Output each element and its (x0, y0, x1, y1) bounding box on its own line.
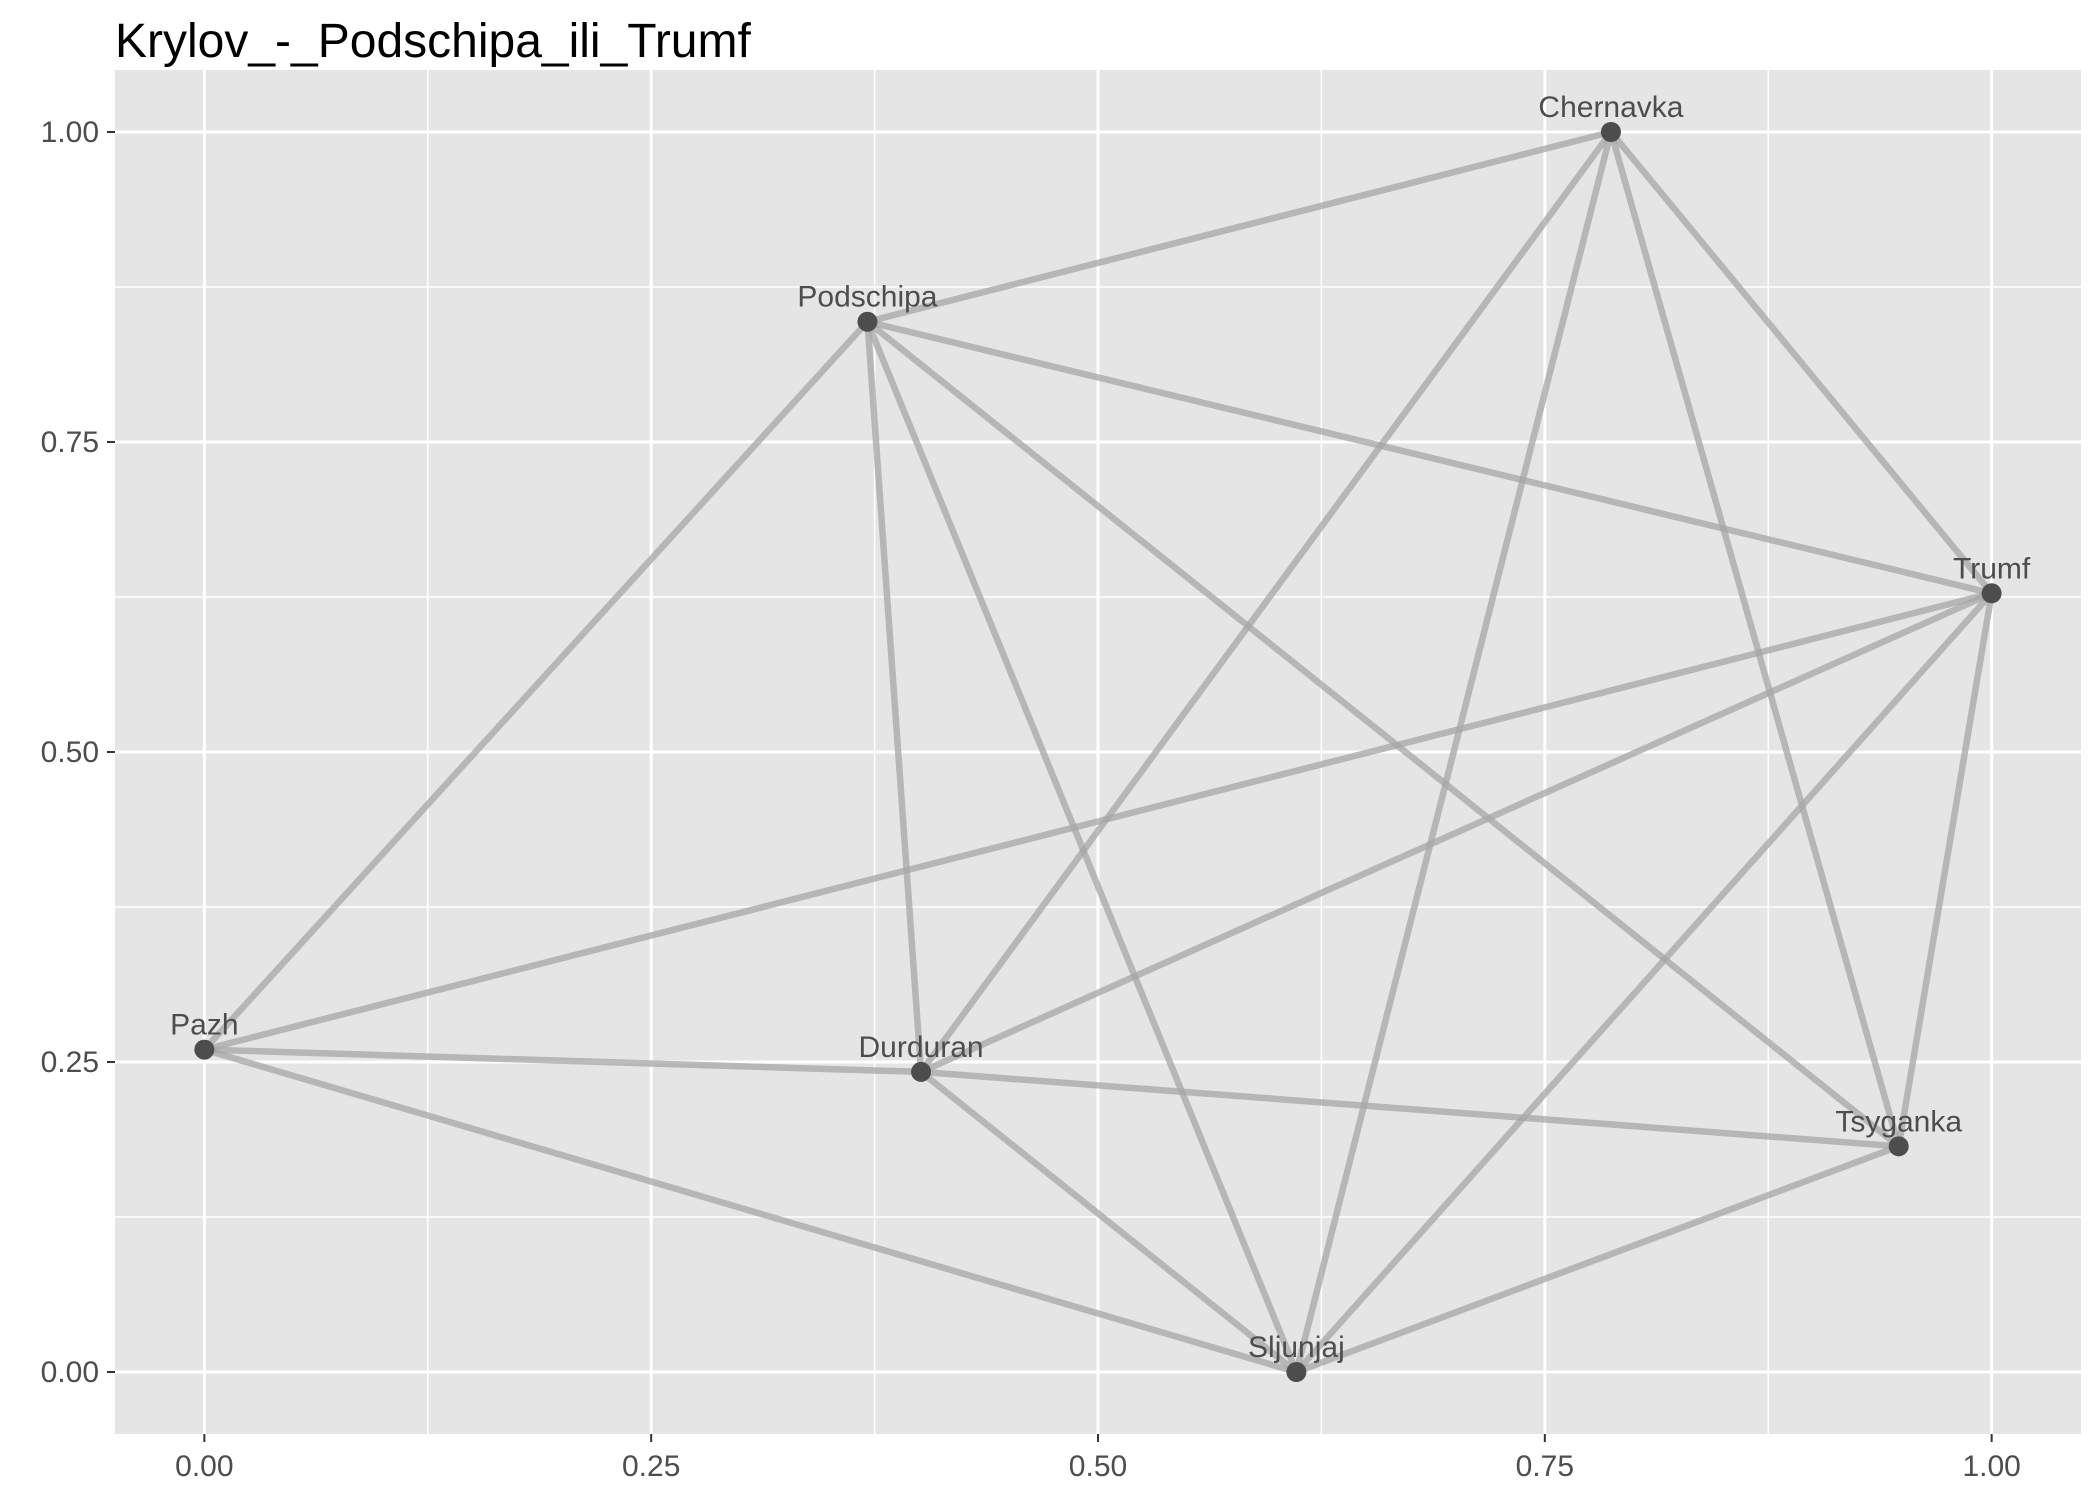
y-axis: 0.00 0.25 0.50 0.75 1.00 (41, 116, 115, 1389)
nodes-layer (194, 122, 2002, 1382)
edge-trumf-tsyganka (1895, 590, 1995, 1150)
edge-durduran-tsyganka (917, 1068, 1902, 1150)
edge-sljunjaj-tsyganka (1293, 1143, 1902, 1376)
x-tick-label: 1.00 (1962, 1450, 2020, 1483)
node-sljunjaj (1286, 1362, 1307, 1382)
x-tick-label: 0.75 (1516, 1450, 1574, 1483)
edges-layer (201, 128, 1995, 1376)
node-label-chernavka: Chernavka (1538, 91, 1683, 124)
edge-chernavka-sljunjaj (1293, 128, 1615, 1376)
node-label-trumf: Trumf (1953, 552, 2031, 585)
edge-trumf-pazh (201, 590, 1995, 1053)
major-grid (115, 70, 2081, 1434)
edge-trumf-sljunjaj (1293, 590, 1995, 1376)
y-tick-label: 0.50 (41, 736, 99, 769)
edge-podschipa-trumf (864, 318, 1995, 597)
edge-podschipa-pazh (201, 318, 871, 1053)
edge-chernavka-trumf (1607, 128, 1995, 597)
edge-podschipa-chernavka (864, 128, 1615, 325)
node-label-tsyganka: Tsyganka (1835, 1105, 1962, 1138)
edge-podschipa-tsyganka (864, 318, 1902, 1150)
node-durduran (911, 1061, 932, 1082)
node-label-sljunjaj: Sljunjaj (1248, 1331, 1345, 1364)
node-trumf (1981, 583, 2002, 604)
y-tick-label: 1.00 (41, 116, 99, 149)
edge-chernavka-tsyganka (1607, 128, 1902, 1150)
node-chernavka (1600, 122, 1621, 142)
y-tick-label: 0.75 (41, 426, 99, 459)
node-label-pazh: Pazh (170, 1009, 238, 1042)
edge-trumf-durduran (917, 590, 1995, 1076)
node-podschipa (857, 311, 878, 332)
node-label-durduran: Durduran (859, 1031, 984, 1064)
x-tick-label: 0.25 (622, 1450, 680, 1483)
edge-pazh-durduran (201, 1046, 925, 1076)
chart-title: Krylov_-_Podschipa_ili_Trumf (115, 15, 751, 68)
x-axis: 0.00 0.25 0.50 0.75 1.00 (175, 1434, 2021, 1483)
edge-podschipa-sljunjaj (864, 318, 1300, 1376)
node-label-podschipa: Podschipa (797, 281, 937, 314)
node-labels-layer: Chernavka Podschipa Trumf Pazh Durduran Tsyga… (170, 91, 2031, 1364)
x-tick-label: 0.00 (175, 1450, 233, 1483)
node-tsyganka (1888, 1136, 1909, 1157)
node-pazh (194, 1039, 215, 1060)
edge-pazh-sljunjaj (201, 1046, 1300, 1376)
edge-chernavka-durduran (917, 128, 1615, 1076)
edge-durduran-sljunjaj (917, 1068, 1300, 1376)
y-tick-label: 0.25 (41, 1046, 99, 1079)
x-tick-label: 0.50 (1069, 1450, 1127, 1483)
edge-podschipa-durduran (864, 318, 925, 1076)
y-tick-label: 0.00 (41, 1356, 99, 1389)
